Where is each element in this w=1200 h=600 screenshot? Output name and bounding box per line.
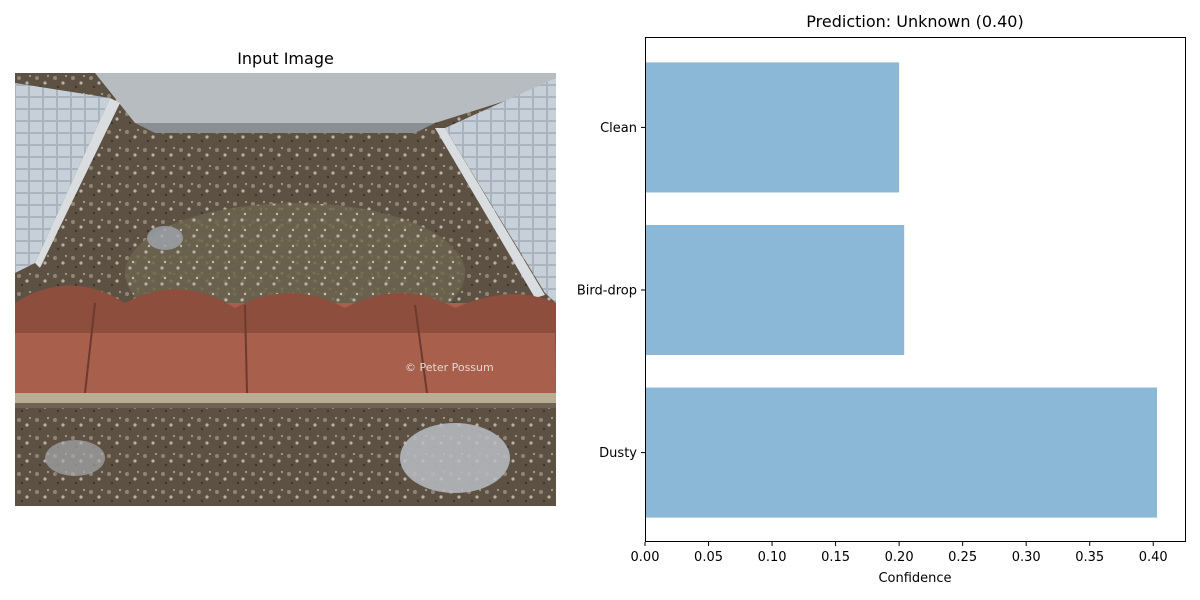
x-tick-label: 0.05 — [694, 550, 723, 565]
x-tick-label: 0.30 — [1012, 550, 1041, 565]
input-image: © Peter Possum — [15, 73, 556, 506]
x-tick-label: 0.00 — [631, 550, 660, 565]
y-tick-label: Dusty — [599, 446, 637, 461]
chart-title: Prediction: Unknown (0.40) — [806, 12, 1024, 31]
photo-watermark: © Peter Possum — [405, 361, 494, 374]
x-axis-label: Confidence — [878, 571, 951, 586]
x-tick-label: 0.10 — [758, 550, 787, 565]
x-tick-label: 0.15 — [821, 550, 850, 565]
bar-dusty — [645, 387, 1158, 518]
x-tick-label: 0.25 — [948, 550, 977, 565]
bar-clean — [645, 62, 900, 193]
plot-frame — [645, 37, 1186, 542]
x-tick-label: 0.40 — [1139, 550, 1168, 565]
image-panel-title: Input Image — [237, 49, 334, 68]
y-tick-label: Clean — [600, 121, 637, 136]
x-tick-label: 0.20 — [885, 550, 914, 565]
bar-bird-drop — [645, 224, 905, 356]
x-tick-label: 0.35 — [1075, 550, 1104, 565]
y-tick-label: Bird-drop — [577, 284, 637, 299]
